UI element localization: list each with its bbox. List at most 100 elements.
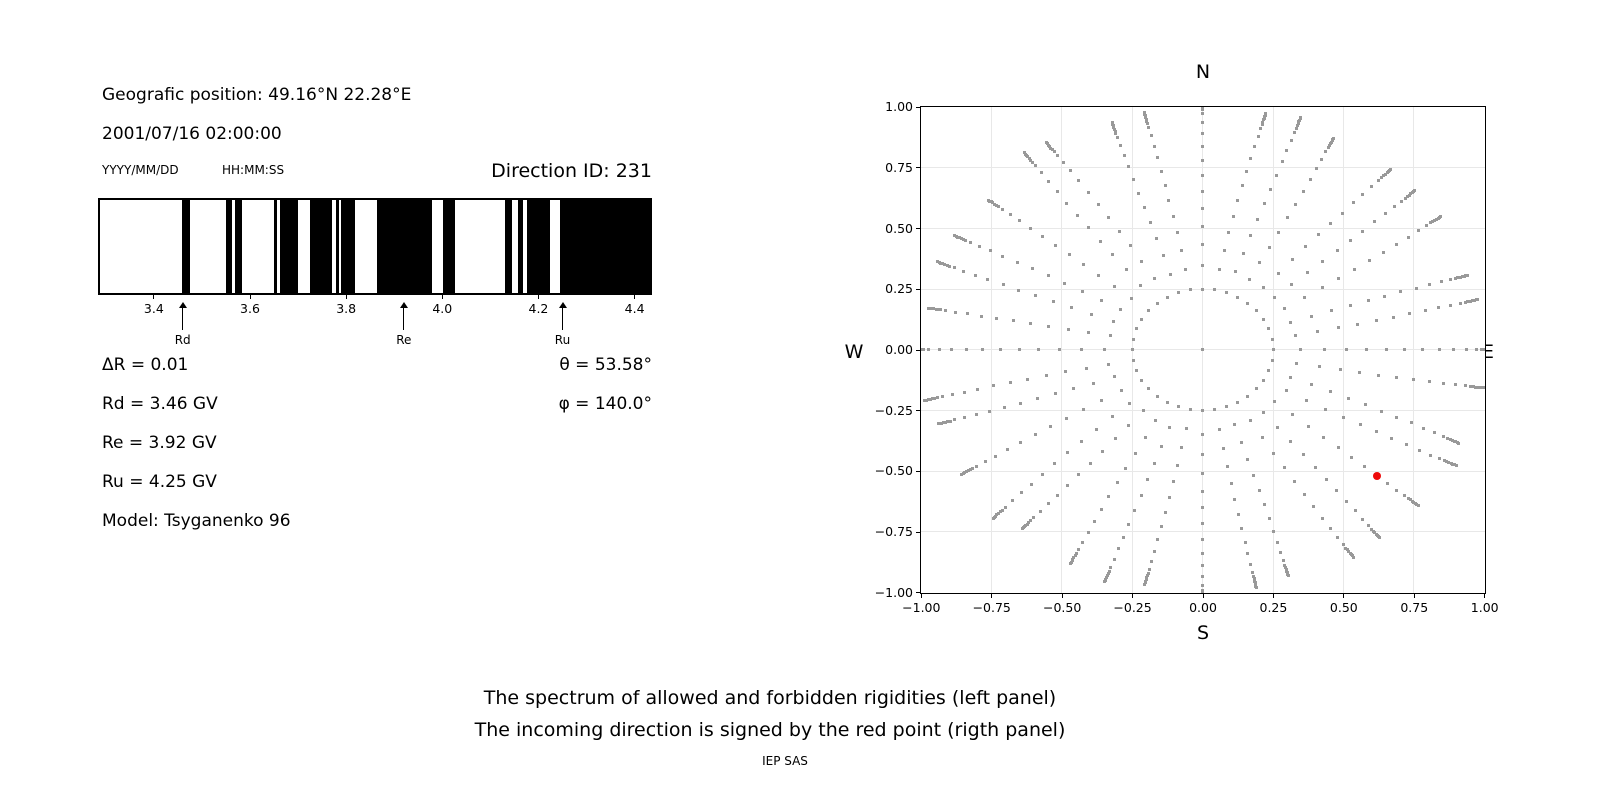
direction-y-tick-label: 0.75 bbox=[885, 159, 913, 175]
asymptotic-dot bbox=[1150, 559, 1154, 563]
asymptotic-dot bbox=[1286, 573, 1290, 577]
spectrum-x-tick-mark bbox=[634, 295, 636, 299]
asymptotic-dot bbox=[1119, 307, 1123, 311]
ring-dot bbox=[1270, 358, 1274, 362]
cutoff-arrow-head bbox=[178, 302, 187, 308]
asymptotic-dot bbox=[1201, 575, 1205, 579]
asymptotic-dot bbox=[1264, 112, 1268, 116]
spectrum-allowed-band bbox=[273, 200, 277, 293]
asymptotic-dot bbox=[968, 468, 972, 472]
asymptotic-dot bbox=[1142, 111, 1146, 115]
asymptotic-dot bbox=[1453, 276, 1457, 280]
asymptotic-dot bbox=[1361, 192, 1365, 196]
asymptotic-dot bbox=[1378, 536, 1382, 540]
asymptotic-dot bbox=[1139, 283, 1143, 287]
spectrum-allowed-band bbox=[235, 200, 243, 293]
asymptotic-dot bbox=[1127, 401, 1131, 405]
incoming-direction-point bbox=[1372, 471, 1381, 480]
asymptotic-dot bbox=[1144, 578, 1148, 582]
asymptotic-dot bbox=[1090, 313, 1094, 317]
ring-dot bbox=[1155, 301, 1159, 305]
asymptotic-dot bbox=[962, 390, 966, 394]
asymptotic-dot bbox=[1201, 432, 1205, 436]
asymptotic-dot bbox=[1346, 396, 1350, 400]
asymptotic-dot bbox=[1439, 214, 1443, 218]
asymptotic-dot bbox=[1476, 297, 1480, 301]
asymptotic-dot bbox=[1133, 451, 1137, 455]
asymptotic-dot bbox=[1405, 443, 1409, 447]
asymptotic-dot bbox=[1141, 409, 1145, 413]
ring-dot bbox=[1262, 378, 1266, 382]
asymptotic-dot bbox=[1229, 481, 1233, 485]
direction-x-tick-label: −1.00 bbox=[902, 600, 941, 615]
asymptotic-dot bbox=[1107, 362, 1111, 366]
theta-value: θ = 53.58° bbox=[559, 355, 652, 375]
asymptotic-dot bbox=[1247, 278, 1251, 282]
asymptotic-dot bbox=[1011, 319, 1015, 323]
asymptotic-dot bbox=[1306, 271, 1310, 275]
asymptotic-dot bbox=[969, 241, 973, 245]
asymptotic-dot bbox=[1246, 552, 1250, 556]
asymptotic-dot bbox=[1249, 419, 1253, 423]
asymptotic-dot bbox=[1373, 531, 1377, 535]
asymptotic-dot bbox=[1103, 348, 1107, 352]
asymptotic-dot bbox=[1301, 190, 1305, 194]
asymptotic-dot bbox=[1051, 300, 1055, 304]
asymptotic-dot bbox=[1055, 190, 1059, 194]
asymptotic-dot bbox=[1480, 348, 1484, 352]
asymptotic-dot bbox=[946, 420, 950, 424]
asymptotic-dot bbox=[1412, 500, 1416, 504]
asymptotic-dot bbox=[997, 512, 1001, 516]
asymptotic-dot bbox=[1437, 348, 1441, 352]
asymptotic-dot bbox=[1464, 274, 1468, 278]
direction-y-tick-label: 1.00 bbox=[885, 99, 913, 115]
asymptotic-dot bbox=[1283, 563, 1287, 567]
asymptotic-dot bbox=[1258, 261, 1262, 265]
asymptotic-dot bbox=[987, 198, 991, 202]
asymptotic-dot bbox=[1465, 273, 1469, 277]
spectrum-allowed-band bbox=[505, 200, 513, 293]
asymptotic-dot bbox=[1284, 389, 1288, 393]
asymptotic-dot bbox=[1184, 268, 1188, 272]
ring-dot bbox=[1135, 368, 1139, 372]
spectrum-x-tick-mark bbox=[537, 295, 539, 299]
asymptotic-dot bbox=[1113, 129, 1117, 133]
asymptotic-dot bbox=[1001, 283, 1005, 287]
asymptotic-dot bbox=[1049, 146, 1053, 150]
spectrum-allowed-band bbox=[517, 200, 523, 293]
asymptotic-dot bbox=[1144, 117, 1148, 121]
asymptotic-dot bbox=[1452, 439, 1456, 443]
asymptotic-dot bbox=[1294, 126, 1298, 130]
asymptotic-dot bbox=[941, 421, 945, 425]
asymptotic-dot bbox=[1428, 221, 1432, 225]
re-value: Re = 3.92 GV bbox=[102, 433, 217, 453]
asymptotic-dot bbox=[1080, 439, 1084, 443]
asymptotic-dot bbox=[1284, 567, 1288, 571]
asymptotic-dot bbox=[1097, 273, 1101, 277]
direction-x-tick-mark bbox=[1343, 594, 1345, 598]
asymptotic-dot bbox=[1201, 584, 1205, 588]
asymptotic-dot bbox=[1234, 270, 1238, 274]
asymptotic-dot bbox=[1240, 527, 1244, 531]
direction-x-tick-label: −0.25 bbox=[1113, 600, 1152, 615]
asymptotic-dot bbox=[961, 269, 965, 273]
asymptotic-dot bbox=[952, 234, 956, 238]
asymptotic-dot bbox=[1168, 426, 1172, 430]
asymptotic-dot bbox=[1439, 280, 1443, 284]
asymptotic-dot bbox=[1171, 214, 1175, 218]
asymptotic-dot bbox=[1328, 526, 1332, 530]
asymptotic-dot bbox=[1139, 494, 1143, 498]
asymptotic-dot bbox=[1321, 260, 1325, 264]
asymptotic-dot bbox=[1297, 120, 1301, 124]
asymptotic-dot bbox=[1049, 425, 1053, 429]
asymptotic-dot bbox=[1411, 377, 1415, 381]
caption-line-2: The incoming direction is signed by the … bbox=[474, 719, 1066, 741]
asymptotic-dot bbox=[1099, 298, 1103, 302]
asymptotic-dot bbox=[1358, 371, 1362, 375]
asymptotic-dot bbox=[1249, 156, 1253, 160]
asymptotic-dot bbox=[1322, 435, 1326, 439]
asymptotic-dot bbox=[1262, 118, 1266, 122]
asymptotic-dot bbox=[1262, 503, 1266, 507]
asymptotic-dot bbox=[1458, 275, 1462, 279]
ring-dot bbox=[1267, 327, 1271, 331]
